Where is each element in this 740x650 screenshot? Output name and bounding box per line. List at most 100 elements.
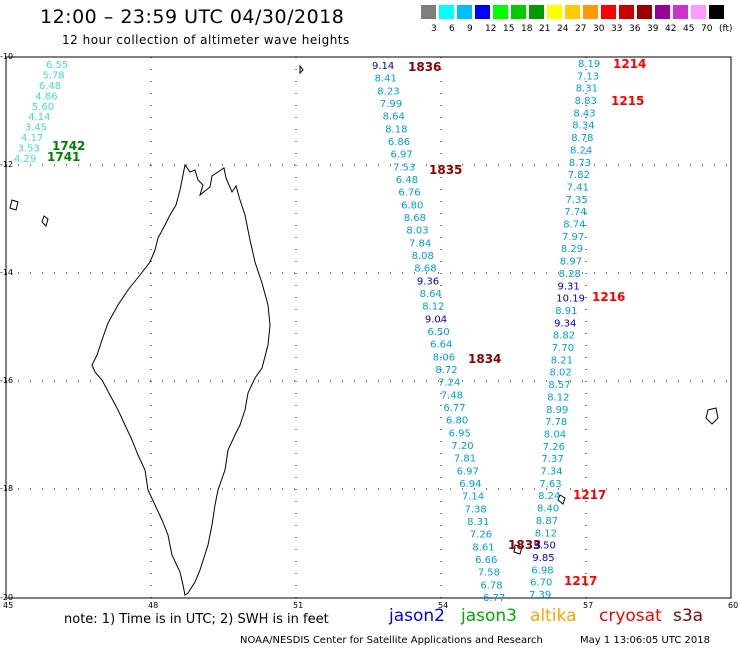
- swh-value: 8.91: [555, 306, 577, 317]
- swh-value: 8.61: [472, 542, 494, 553]
- swh-value: 7.38: [465, 504, 487, 515]
- legend-swatch: [421, 5, 436, 19]
- swh-value: 6.97: [391, 150, 413, 161]
- swh-value: 8.74: [563, 220, 585, 231]
- swh-value: 6.98: [531, 565, 553, 576]
- swh-value: 8.82: [553, 331, 575, 342]
- legend-swatch: [529, 5, 544, 19]
- swh-value: 8.06: [433, 352, 455, 363]
- swh-value: 7.26: [543, 442, 565, 453]
- swh-value: 8.64: [383, 112, 405, 123]
- swh-value: 7.78: [545, 417, 567, 428]
- legend-label: 45: [683, 24, 695, 34]
- swh-value: 9.31: [558, 281, 580, 292]
- swh-value: 5.78: [42, 70, 64, 81]
- swh-value: 8.87: [536, 516, 558, 527]
- swh-value: 8.68: [404, 213, 426, 224]
- swh-value: 8.78: [571, 133, 593, 144]
- lon-tick-label: 45: [3, 601, 14, 610]
- swh-value: 8.99: [546, 405, 568, 416]
- swh-value: 8.29: [561, 244, 583, 255]
- swh-value: 8.73: [569, 158, 591, 169]
- swh-value: 7.70: [552, 343, 574, 354]
- altimeter-tracks: 6.555.786.484.865.604.143.454.173.534.29…: [14, 57, 646, 604]
- swh-value: 7.26: [470, 530, 492, 541]
- swh-value: 9.36: [417, 276, 439, 287]
- legend-label: 27: [575, 24, 587, 34]
- swh-value: 8.24: [538, 491, 560, 502]
- madagascar-coast: [91, 163, 271, 596]
- satellite-s3a: s3a: [673, 606, 704, 626]
- swh-value: 6.66: [475, 555, 497, 566]
- swh-value: 7.35: [566, 195, 588, 206]
- swh-value: 6.95: [449, 428, 471, 439]
- swh-value: 6.77: [483, 593, 505, 604]
- swh-value: 9.85: [532, 553, 554, 564]
- swh-value: 10.19: [556, 294, 585, 305]
- legend-swatch: [709, 5, 724, 19]
- swh-value: 3.45: [25, 123, 47, 134]
- legend-swatch: [619, 5, 634, 19]
- swh-value: 8.21: [551, 355, 573, 366]
- swh-value: 6.77: [443, 403, 465, 414]
- swh-value: 8.43: [573, 108, 595, 119]
- pass-time-label: 1836: [408, 60, 441, 74]
- lon-tick-label: 54: [438, 601, 449, 610]
- lon-tick-label: 48: [148, 601, 159, 610]
- lon-tick-label: 57: [583, 601, 594, 610]
- swh-value: 8.31: [576, 84, 598, 95]
- pass-time-label: 1742: [52, 139, 85, 153]
- swh-value: 7.14: [462, 492, 484, 503]
- small-island: [299, 64, 304, 75]
- legend-label: 12: [485, 24, 497, 34]
- swh-value: 6.48: [39, 81, 61, 92]
- credit-line: NOAA/NESDIS Center for Satellite Applica…: [240, 635, 543, 646]
- legend-swatch: [475, 5, 490, 19]
- swh-value: 6.80: [446, 416, 468, 427]
- swh-value: 7.39: [529, 590, 551, 601]
- swh-value: 8.34: [572, 121, 594, 132]
- swh-value: 8.03: [406, 226, 428, 237]
- map-title: 12:00 – 23:59 UTC 04/30/2018: [40, 6, 345, 28]
- swh-value: 9.14: [372, 61, 394, 72]
- lat-tick-label: -14: [0, 268, 14, 277]
- swh-value: 7.34: [540, 467, 562, 478]
- legend-label: 6: [449, 24, 455, 34]
- swh-value: 7.81: [454, 454, 476, 465]
- mauritius-island: [557, 494, 566, 505]
- swh-value: 8.31: [467, 517, 489, 528]
- swh-value: 7.20: [451, 441, 473, 452]
- pass-time-label: 1217: [564, 574, 597, 588]
- comoros-island: [9, 199, 19, 211]
- swh-value: 7.48: [441, 390, 463, 401]
- legend-label: 30: [593, 24, 605, 34]
- swh-value: 7.97: [562, 232, 584, 243]
- swh-value: 9.04: [425, 314, 447, 325]
- swh-value: 4.29: [14, 154, 36, 165]
- lat-tick-label: -20: [0, 593, 14, 602]
- lon-tick-label: 60: [728, 601, 739, 610]
- swh-value: 7.74: [564, 207, 586, 218]
- swh-value: 8.72: [435, 365, 457, 376]
- pass-time-label: 1833: [508, 538, 541, 552]
- map-frame: [5, 56, 732, 599]
- lat-tick-label: -18: [0, 484, 14, 493]
- legend-label: 3: [431, 24, 437, 34]
- swh-value: 6.86: [388, 137, 410, 148]
- legend-swatch: [511, 5, 526, 19]
- swh-value: 6.55: [46, 60, 68, 71]
- swh-value: 7.24: [438, 378, 460, 389]
- satellite-jason2: jason2: [389, 606, 445, 626]
- swh-value: 8.64: [420, 289, 442, 300]
- legend-label: 33: [611, 24, 623, 34]
- note-text: note: 1) Time is in UTC; 2) SWH is in fe…: [64, 612, 329, 627]
- swh-value: 7.37: [542, 454, 564, 465]
- legend-label: 42: [665, 24, 677, 34]
- swh-value: 4.86: [35, 91, 57, 102]
- swh-value: 8.23: [377, 86, 399, 97]
- swh-value: 9.34: [554, 318, 576, 329]
- satellite-altika: altika: [530, 606, 577, 626]
- pass-time-label: 1214: [613, 57, 646, 71]
- lat-lon-grid: [5, 56, 732, 599]
- reunion-island: [513, 544, 523, 555]
